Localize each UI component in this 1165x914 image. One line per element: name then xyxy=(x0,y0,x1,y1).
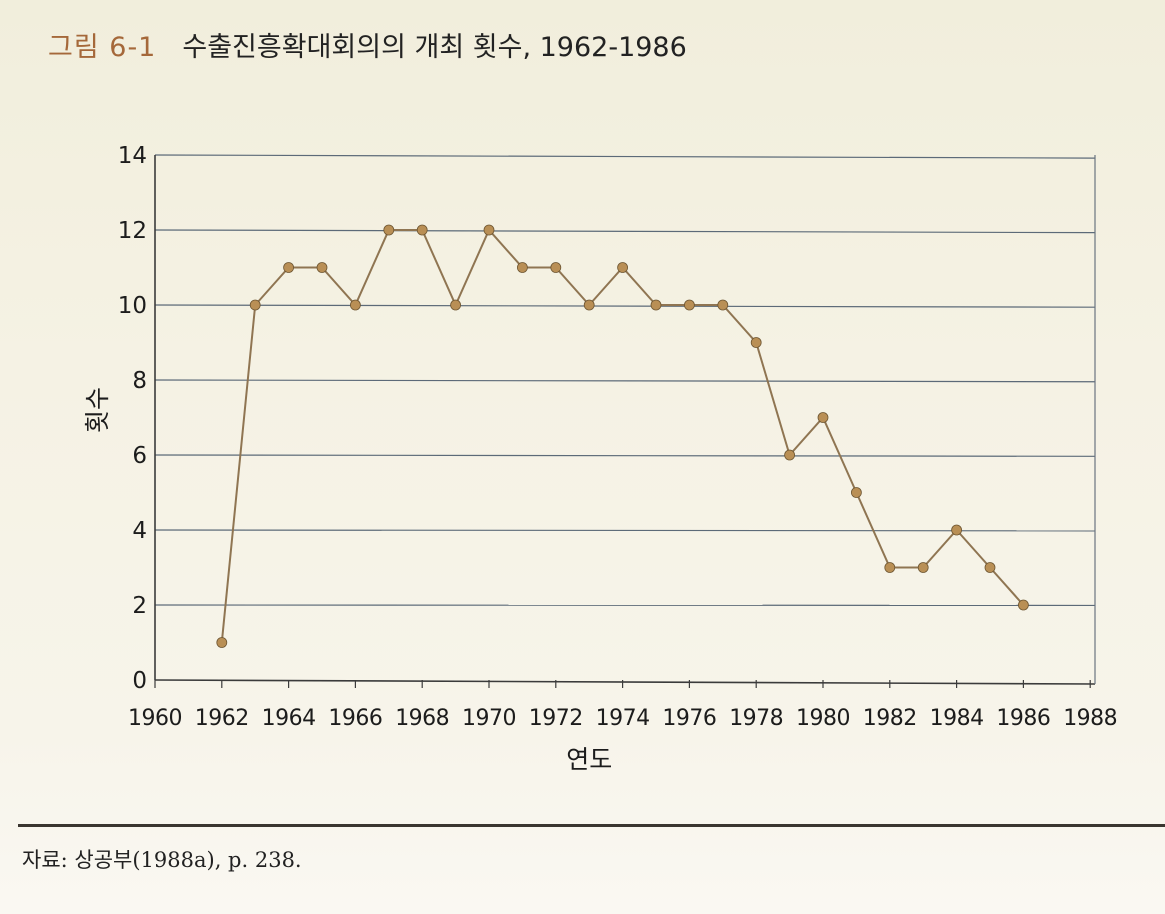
data-point xyxy=(617,262,628,273)
data-point xyxy=(416,224,428,236)
data-point xyxy=(316,262,328,273)
footer-rule xyxy=(18,824,1165,827)
x-tick-label: 1984 xyxy=(930,706,984,731)
data-point xyxy=(583,299,595,311)
y-tick-label: 6 xyxy=(132,443,147,469)
x-tick-label: 1972 xyxy=(529,706,583,731)
y-tick-label: 2 xyxy=(132,593,147,619)
figure-title: 수출진흥확대회의의 개최 횟수, 1962-1986 xyxy=(182,32,687,63)
x-tick-labels: 1960 1962 1964 1966 1968 1970 1972 1974 1976 1978… xyxy=(128,680,1118,731)
data-point xyxy=(1018,599,1029,611)
data-point xyxy=(249,299,261,311)
gridline-y xyxy=(154,379,1096,383)
x-tick-label: 1960 xyxy=(128,706,182,731)
data-point xyxy=(817,412,829,423)
gridline-y xyxy=(154,154,1096,159)
line-chart: 0 2 4 6 8 10 12 14 1960 1962 1964 1966 1968 1970 1972… xyxy=(83,143,1118,774)
data-point xyxy=(483,224,495,236)
x-tick-label: 1962 xyxy=(195,706,249,731)
y-tick-label: 4 xyxy=(132,518,147,544)
x-tick-label: 1978 xyxy=(729,706,783,731)
data-point xyxy=(650,299,662,311)
y-axis-label: 횟수 xyxy=(83,387,112,433)
x-tick-label: 1986 xyxy=(996,706,1050,731)
figure-header: 그림 6-1 수출진흥확대회의의 개최 횟수, 1962-1986 xyxy=(48,30,687,66)
x-axis-line xyxy=(154,679,1096,685)
x-tick-label: 1968 xyxy=(395,706,449,731)
data-point xyxy=(283,262,295,273)
y-tick-labels: 0 2 4 6 8 10 12 14 xyxy=(118,143,147,694)
x-tick-label: 1966 xyxy=(328,706,382,731)
data-point xyxy=(917,562,929,573)
data-point xyxy=(984,562,996,573)
data-point xyxy=(884,562,896,573)
x-tick-label: 1982 xyxy=(863,706,917,731)
data-point xyxy=(349,299,361,311)
gridline-y xyxy=(154,454,1096,457)
y-tick-label: 14 xyxy=(118,143,147,169)
x-tick-label: 1970 xyxy=(462,706,516,731)
data-point xyxy=(851,487,862,498)
x-axis-label: 연도 xyxy=(566,745,612,774)
data-point xyxy=(784,449,795,461)
data-point xyxy=(951,524,962,536)
x-tick-label: 1980 xyxy=(796,706,850,731)
x-tick-label: 1964 xyxy=(262,706,316,731)
y-tick-label: 10 xyxy=(118,293,147,319)
axes xyxy=(154,155,1096,685)
gridline-y xyxy=(154,529,1096,532)
data-point xyxy=(517,262,528,273)
data-series xyxy=(216,224,1029,648)
data-point xyxy=(684,299,695,311)
data-point xyxy=(717,299,729,311)
data-point xyxy=(550,262,562,273)
gridline-y xyxy=(154,229,1096,234)
data-point xyxy=(450,299,462,311)
data-point xyxy=(216,637,228,648)
y-tick-label: 8 xyxy=(132,368,147,394)
source-note: 자료: 상공부(1988a), p. 238. xyxy=(22,848,302,872)
gridline-y xyxy=(154,304,1096,308)
x-tick-label: 1976 xyxy=(662,706,716,731)
data-point xyxy=(383,224,395,236)
series-line xyxy=(220,228,1025,643)
y-tick-label: 0 xyxy=(132,668,147,694)
x-tick-label: 1974 xyxy=(596,706,650,731)
figure-label: 그림 6-1 xyxy=(48,32,157,63)
x-tick-label: 1988 xyxy=(1063,706,1117,731)
gridlines xyxy=(154,154,1096,607)
data-point xyxy=(750,337,762,348)
y-tick-label: 12 xyxy=(118,218,147,244)
